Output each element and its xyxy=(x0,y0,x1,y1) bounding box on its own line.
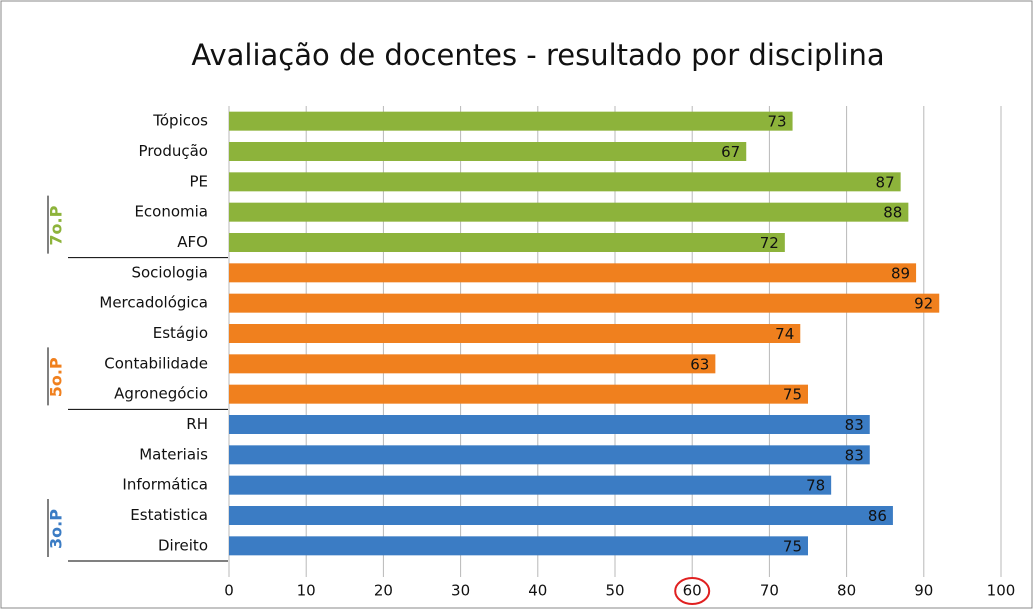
bar xyxy=(229,354,716,374)
x-tick-label: 0 xyxy=(224,582,234,600)
category-label: Materiais xyxy=(139,445,208,463)
category-label: PE xyxy=(189,172,208,190)
value-label: 83 xyxy=(845,446,864,464)
category-label: RH xyxy=(186,415,208,433)
x-tick-label: 80 xyxy=(837,582,856,600)
x-tick-label: 60 xyxy=(683,582,702,600)
bar xyxy=(229,445,870,465)
group-label: 5o.P xyxy=(47,357,66,397)
value-label: 78 xyxy=(806,477,825,495)
category-label: Direito xyxy=(158,536,208,554)
category-label: Mercadológica xyxy=(99,294,208,312)
x-tick-label: 10 xyxy=(297,582,316,600)
value-label: 75 xyxy=(783,386,802,404)
bar xyxy=(229,263,917,283)
bar xyxy=(229,111,793,131)
category-label: Estatistica xyxy=(130,506,208,524)
group-label: 3o.P xyxy=(47,509,66,549)
category-label: Contabilidade xyxy=(104,354,208,372)
value-label: 83 xyxy=(845,416,864,434)
category-label: AFO xyxy=(177,233,208,251)
category-label: Economia xyxy=(134,203,208,221)
x-tick-label: 90 xyxy=(914,582,933,600)
category-label: Tópicos xyxy=(152,112,208,130)
bar xyxy=(229,142,747,161)
x-tick-label: 100 xyxy=(987,582,1016,600)
value-label: 92 xyxy=(914,295,933,313)
bar xyxy=(229,202,909,222)
bar xyxy=(229,324,801,343)
group-label: 7o.P xyxy=(47,205,66,245)
value-label: 74 xyxy=(775,325,794,343)
bar xyxy=(229,506,893,525)
bar xyxy=(229,384,808,404)
category-label: Informática xyxy=(122,476,208,494)
x-tick-label: 30 xyxy=(451,582,470,600)
value-label: 89 xyxy=(891,264,910,282)
category-label: Estágio xyxy=(153,324,208,342)
value-label: 72 xyxy=(760,234,779,252)
value-label: 87 xyxy=(876,173,895,191)
category-label: Produção xyxy=(139,142,208,160)
bar xyxy=(229,475,832,495)
bar xyxy=(229,415,870,434)
value-label: 75 xyxy=(783,537,802,555)
bar xyxy=(229,233,785,252)
value-label: 73 xyxy=(767,113,786,131)
value-label: 88 xyxy=(883,204,902,222)
bar xyxy=(229,172,901,192)
x-tick-label: 70 xyxy=(760,582,779,600)
bar xyxy=(229,293,940,313)
value-label: 67 xyxy=(721,143,740,161)
x-tick-label: 20 xyxy=(374,582,393,600)
x-tick-label: 50 xyxy=(605,582,624,600)
x-tick-label: 40 xyxy=(528,582,547,600)
bar xyxy=(229,536,808,556)
tick-highlight xyxy=(674,577,711,605)
value-label: 63 xyxy=(690,355,709,373)
category-label: Agronegócio xyxy=(114,385,208,403)
value-label: 86 xyxy=(868,507,887,525)
chart-title: Avaliação de docentes - resultado por di… xyxy=(191,38,884,72)
category-label: Sociologia xyxy=(131,263,208,281)
